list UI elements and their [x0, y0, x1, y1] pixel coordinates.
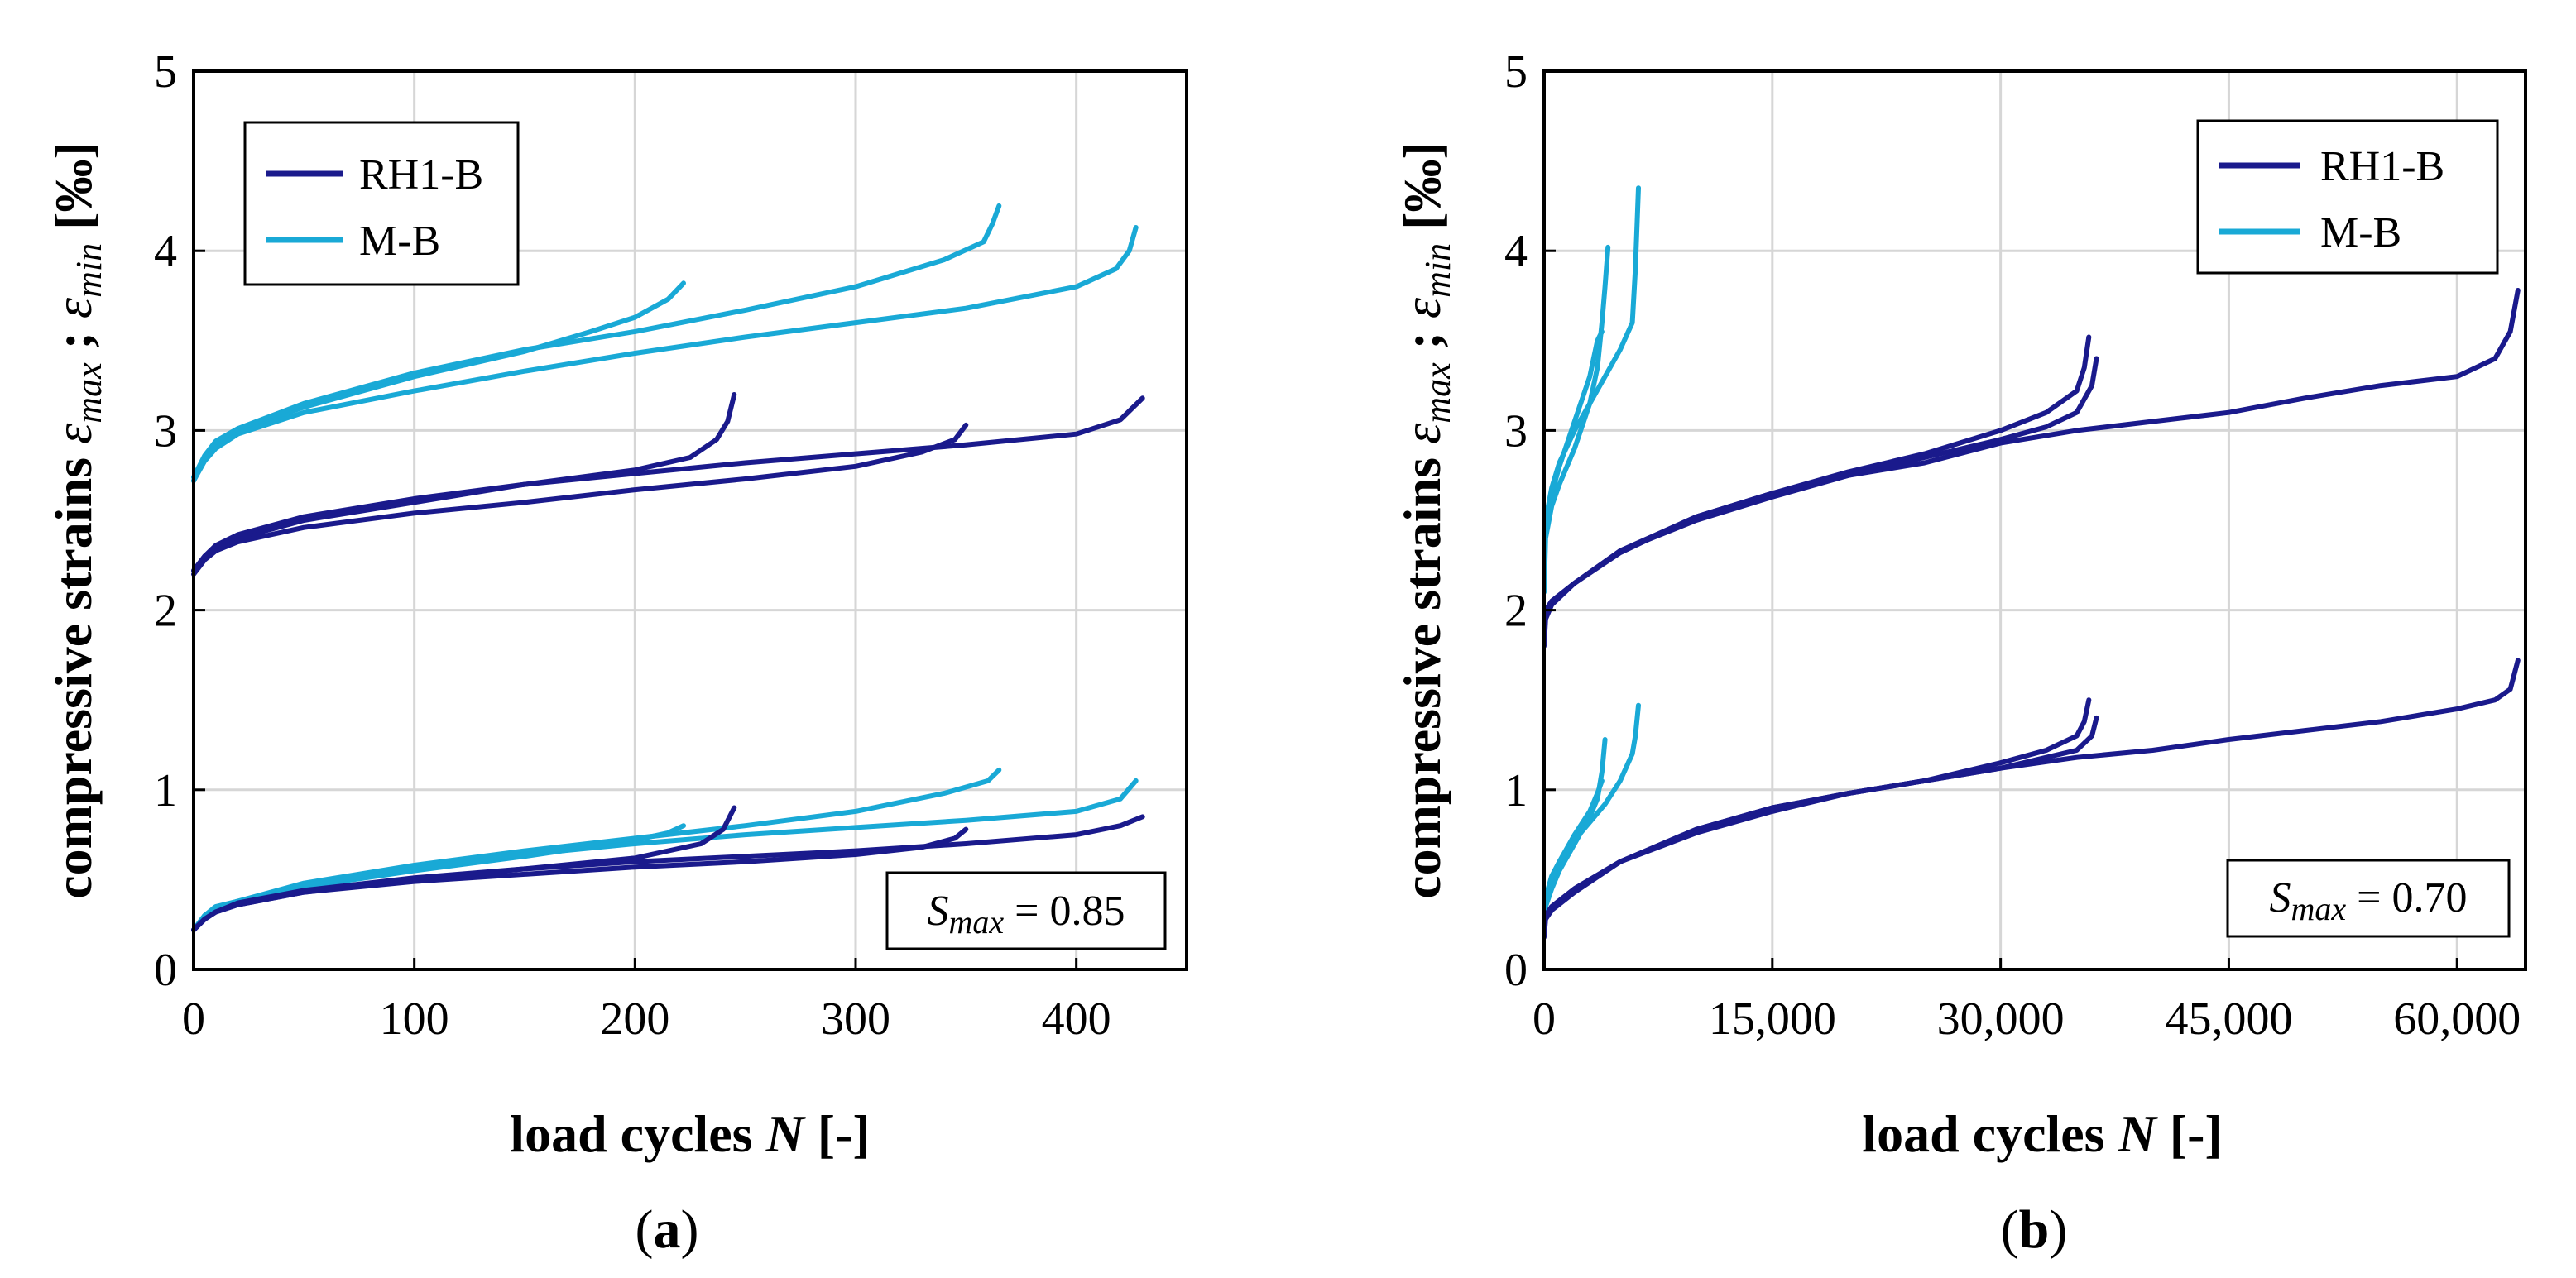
- x-tick-label: 60,000: [2393, 993, 2521, 1045]
- x-tick-label: 200: [600, 993, 669, 1045]
- annotation-text-a: Smax = 0.85: [928, 888, 1125, 941]
- y-axis-label-a: compressive strains εmax ; εmin [‰]: [44, 141, 109, 899]
- y-tick-label: 5: [1504, 46, 1528, 98]
- ticks-a: 0 100 200 300 400 0 1 2 3 4 5: [154, 46, 1111, 1045]
- legend-box-a: [243, 121, 520, 286]
- legend-label-mb-b: M-B: [2320, 209, 2401, 256]
- series-line-rh1-b-min: [191, 814, 1145, 933]
- y-tick-label: 3: [1504, 405, 1528, 457]
- panel-a: 0 100 200 300 400 0 1 2 3 4 5 compressive strains …: [44, 46, 1188, 1260]
- series-line-m-b-max: [191, 280, 686, 484]
- legend-label-rh1b-a: RH1-B: [359, 151, 483, 199]
- y-tick-label: 4: [154, 226, 177, 277]
- legend-label-mb-a: M-B: [359, 218, 440, 265]
- caption-a: (a): [636, 1199, 699, 1260]
- y-tick-label: 1: [154, 765, 177, 816]
- series-a: [191, 203, 1145, 933]
- series-line-m-b-max: [1542, 185, 1641, 577]
- annotation-a: Smax = 0.85: [885, 871, 1167, 950]
- series-b: [1542, 185, 2521, 940]
- y-tick-label: 2: [154, 586, 177, 637]
- y-axis-label-b: compressive strains εmax ; εmin [‰]: [1393, 141, 1458, 899]
- series-line-rh1-b-max: [191, 395, 1145, 573]
- x-tick-label: 0: [1533, 993, 1556, 1045]
- annotation-text-b: Smax = 0.70: [2270, 874, 2468, 927]
- x-tick-label: 15,000: [1709, 993, 1836, 1045]
- series-line-rh1-b-max: [1542, 288, 2521, 640]
- annotation-b: Smax = 0.70: [2226, 859, 2511, 938]
- legend-b: RH1-B M-B: [2196, 119, 2499, 275]
- x-tick-label: 0: [182, 993, 205, 1045]
- annotation-box-b: [2226, 859, 2511, 938]
- series-line-m-b-min: [1542, 702, 1641, 927]
- series-line-rh1-b-max: [1542, 356, 2099, 631]
- ticks-b: 0 15,000 30,000 45,000 60,000 0 1 2 3 4 5: [1504, 46, 2521, 1045]
- y-tick-label: 5: [154, 46, 177, 98]
- legend-box-b: [2196, 119, 2499, 275]
- y-tick-label: 2: [1504, 586, 1528, 637]
- y-tick-label: 3: [154, 405, 177, 457]
- grid-a: [194, 71, 1187, 969]
- series-line-m-b-min: [191, 778, 1139, 933]
- y-tick-label: 1: [1504, 765, 1528, 816]
- y-tick-label: 0: [1504, 945, 1528, 996]
- series-line-rh1-b-max: [1542, 334, 2092, 649]
- panel-b: 0 15,000 30,000 45,000 60,000 0 1 2 3 4 5 compress…: [1393, 46, 2527, 1260]
- series-line-m-b-max: [191, 225, 1139, 484]
- y-tick-label: 0: [154, 945, 177, 996]
- caption-b: (b): [2001, 1199, 2068, 1260]
- x-tick-label: 45,000: [2165, 993, 2292, 1045]
- annotation-box-a: [885, 871, 1167, 950]
- legend-a: RH1-B M-B: [243, 121, 520, 286]
- legend-label-rh1b-b: RH1-B: [2320, 143, 2444, 190]
- series-line-m-b-max: [191, 203, 1002, 480]
- plot-frame-b: [1542, 69, 2527, 971]
- x-axis-label-a: load cycles N [-]: [510, 1104, 870, 1163]
- series-line-rh1-b-min: [1542, 715, 2099, 936]
- plot-frame-a: [192, 69, 1188, 971]
- series-line-rh1-b-min: [191, 805, 737, 933]
- y-tick-label: 4: [1504, 226, 1528, 277]
- x-tick-label: 30,000: [1937, 993, 2065, 1045]
- series-line-rh1-b-min: [1542, 697, 2092, 940]
- x-tick-label: 100: [380, 993, 449, 1045]
- x-tick-label: 400: [1042, 993, 1111, 1045]
- x-tick-label: 300: [821, 993, 890, 1045]
- series-line-rh1-b-min: [1542, 658, 2521, 936]
- x-axis-label-b: load cycles N [-]: [1862, 1104, 2222, 1163]
- series-line-rh1-b-max: [191, 422, 969, 577]
